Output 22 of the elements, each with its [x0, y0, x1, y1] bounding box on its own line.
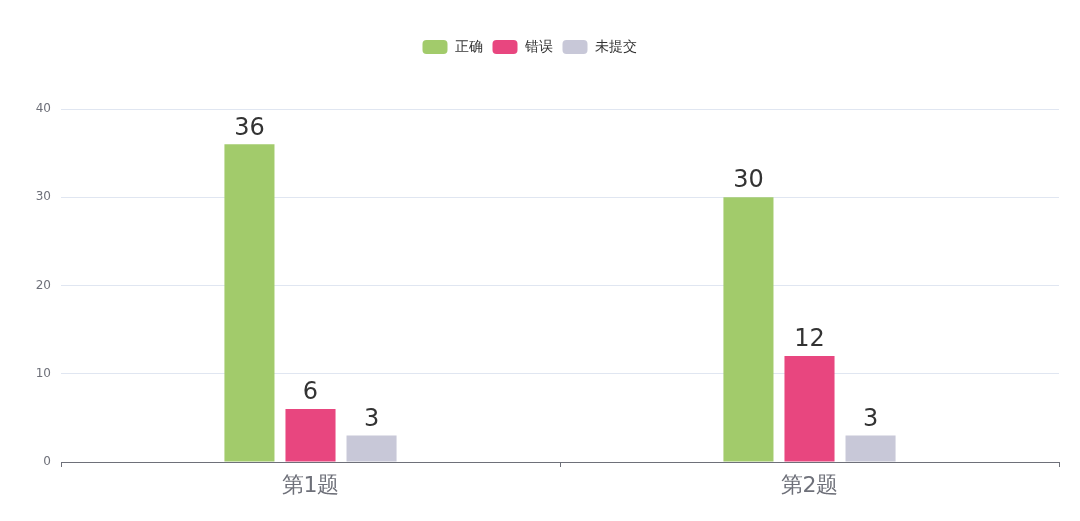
bar — [346, 435, 397, 462]
y-tick-label: 0 — [43, 454, 51, 469]
data-label: 36 — [234, 112, 265, 141]
bar — [285, 409, 336, 462]
legend-label: 正确 — [454, 37, 483, 54]
bar — [723, 197, 774, 462]
y-tick-label: 40 — [35, 101, 51, 116]
data-label: 3 — [862, 403, 879, 432]
y-tick-label: 20 — [35, 277, 51, 292]
legend-label: 未提交 — [594, 37, 637, 54]
bar — [224, 144, 275, 462]
data-label: 6 — [302, 377, 319, 406]
legend-label: 错误 — [523, 37, 553, 54]
data-label: 30 — [733, 165, 764, 194]
data-label: 3 — [363, 403, 380, 432]
x-tick-label: 第2题 — [780, 471, 839, 497]
x-tick-label: 第1题 — [281, 471, 340, 497]
y-tick-label: 10 — [35, 365, 51, 380]
data-label: 12 — [794, 324, 825, 353]
y-tick-label: 30 — [35, 189, 51, 204]
bar — [845, 435, 896, 462]
bar — [784, 356, 835, 462]
